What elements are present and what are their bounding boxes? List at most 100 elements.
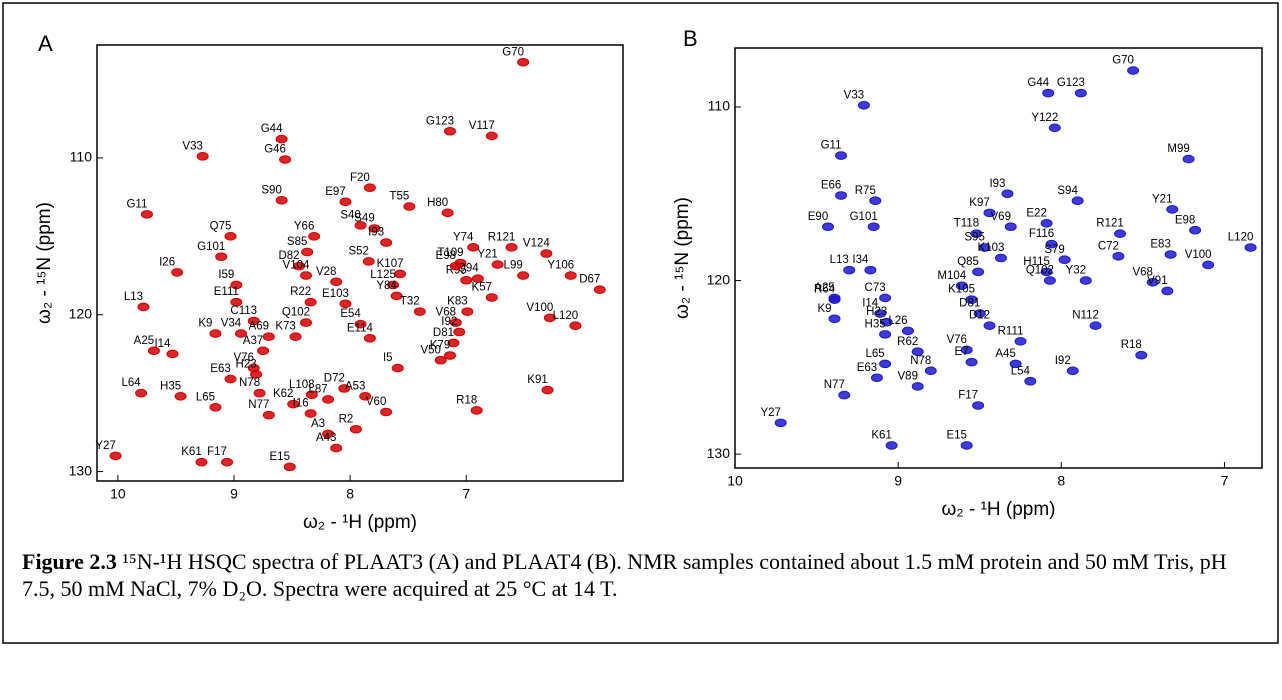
peak-label: K105 <box>948 284 975 296</box>
peak <box>301 247 314 257</box>
peak <box>300 318 313 327</box>
peak-label: S49 <box>354 213 374 225</box>
peak-label: E97 <box>325 186 345 198</box>
peak <box>1112 251 1125 261</box>
peak <box>470 406 483 415</box>
peak-label: D82 <box>278 250 299 262</box>
peak <box>359 392 372 401</box>
peak-label: V50 <box>420 344 440 356</box>
plot-frame <box>96 44 624 482</box>
peak <box>137 302 150 312</box>
peak-label: K9 <box>198 318 212 330</box>
peak-label: T32 <box>400 296 420 308</box>
peak <box>1135 350 1148 360</box>
peak <box>1161 286 1174 296</box>
peak <box>434 355 447 365</box>
peak-label: R22 <box>290 286 311 298</box>
peak-label: R111 <box>998 325 1024 337</box>
peak <box>387 280 400 290</box>
peak-label: Y32 <box>1066 265 1086 277</box>
peak-label: F17 <box>958 390 978 402</box>
peak <box>247 316 260 326</box>
peak <box>339 299 352 309</box>
peak-label: F17 <box>207 446 227 458</box>
peak <box>879 359 892 369</box>
peak <box>230 280 243 290</box>
peak-label: N77 <box>248 399 269 411</box>
peak-label: R62 <box>897 336 918 348</box>
peak <box>354 221 367 230</box>
peak-label: I92 <box>1055 355 1071 367</box>
peak-label: G70 <box>1112 55 1134 67</box>
peak-label: E98 <box>1175 214 1195 226</box>
peak-label: H80 <box>427 197 448 209</box>
peak-label: T118 <box>954 218 979 230</box>
peak <box>879 330 892 339</box>
peak-label: A53 <box>345 380 365 392</box>
peak-label: L87 <box>308 383 327 395</box>
caption-label: Figure 2.3 <box>22 549 117 574</box>
peak-label: E22 <box>1026 207 1046 219</box>
peak <box>339 197 352 207</box>
peak-label: H23 <box>236 358 257 370</box>
peak <box>1127 66 1140 75</box>
peak-label: L26 <box>888 315 907 327</box>
peak <box>140 210 153 219</box>
peak-label: V33 <box>182 140 202 152</box>
peak <box>195 457 208 467</box>
peak <box>221 457 234 467</box>
peak <box>1009 359 1022 369</box>
peak <box>485 131 498 141</box>
peak-label: V60 <box>366 396 386 408</box>
peak-label: L125 <box>370 269 396 281</box>
peak <box>965 295 978 304</box>
peak <box>843 265 856 275</box>
peak-label: A43 <box>316 432 336 444</box>
peak-label: D67 <box>579 274 600 286</box>
peak <box>835 151 848 160</box>
peak <box>109 451 122 461</box>
peak-label: S94 <box>1057 185 1078 197</box>
peak-label: G46 <box>264 144 286 156</box>
peak-label: D81 <box>959 298 980 310</box>
peak <box>403 202 416 211</box>
peak <box>485 293 498 302</box>
peak <box>835 191 848 200</box>
peak <box>1089 321 1102 330</box>
peak <box>209 402 222 412</box>
peak-label: N112 <box>1072 310 1099 322</box>
peak <box>901 326 914 336</box>
peak <box>911 347 924 357</box>
peak <box>828 314 841 324</box>
peak-label: K9 <box>817 303 831 315</box>
peak <box>224 232 237 241</box>
peak-label: L13 <box>830 254 849 266</box>
peak <box>322 395 335 404</box>
peak <box>1048 123 1061 133</box>
x-tick-label: 9 <box>894 473 902 489</box>
caption-text: ¹⁵N-¹H HSQC spectra of PLAAT3 (A) and PL… <box>22 549 1227 601</box>
peak <box>394 269 407 279</box>
x-axis-label: ω₂ - ¹H (ppm) <box>303 512 417 533</box>
peak-label: E15 <box>270 451 290 463</box>
peak-label: I93 <box>989 178 1005 190</box>
peak <box>879 293 892 303</box>
peak <box>174 392 187 401</box>
peak-label: Y106 <box>547 260 574 272</box>
peak <box>135 388 148 398</box>
peak-label: K103 <box>978 242 1005 254</box>
peak-label: I59 <box>218 269 234 281</box>
peak <box>973 309 986 318</box>
peak <box>924 366 937 376</box>
peak-label: Q94 <box>457 263 479 275</box>
peak <box>1202 260 1215 270</box>
peak-label: S52 <box>348 245 368 257</box>
peak <box>885 441 898 450</box>
peak <box>250 370 263 379</box>
panel-label: B <box>683 26 698 51</box>
peak-label: D81 <box>433 327 454 339</box>
x-tick-label: 8 <box>346 486 354 502</box>
peak-label: V76 <box>234 352 254 364</box>
peak <box>822 222 834 232</box>
peak <box>960 345 973 355</box>
